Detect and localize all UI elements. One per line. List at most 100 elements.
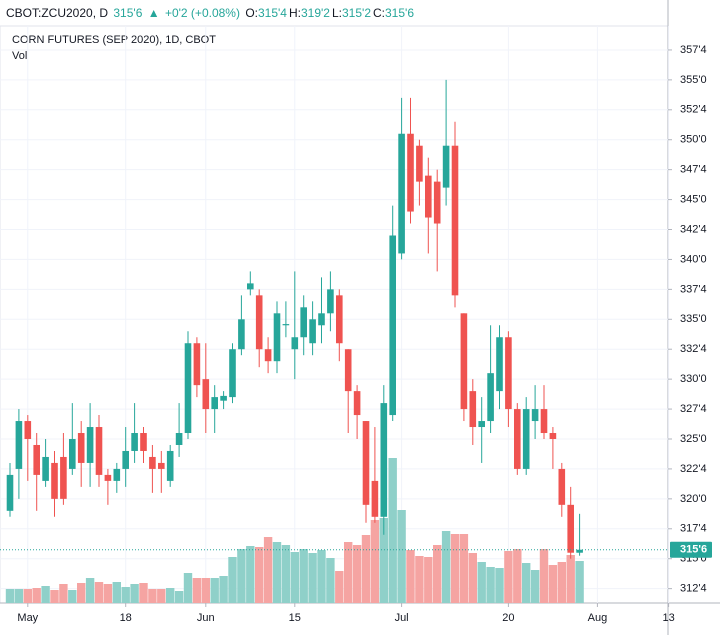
candle-body bbox=[318, 313, 325, 326]
x-tick-label: 13 bbox=[662, 612, 674, 624]
candle-body bbox=[149, 456, 156, 469]
candle-body bbox=[291, 337, 299, 350]
chart-title: CORN FUTURES (SEP 2020), 1D, CBOT bbox=[12, 34, 216, 46]
volume-bar bbox=[148, 589, 157, 603]
candle-body bbox=[433, 181, 441, 224]
change: +0'2 (+0.08%) bbox=[164, 6, 240, 20]
candle-body bbox=[496, 337, 503, 392]
volume-bar bbox=[5, 589, 15, 603]
candle-body bbox=[309, 319, 316, 344]
ohlc-value: 315'2 bbox=[342, 6, 371, 20]
volume-bar bbox=[486, 567, 495, 603]
volume-bar bbox=[174, 591, 184, 603]
candle-body bbox=[576, 549, 583, 553]
candle-body bbox=[24, 421, 32, 439]
ohlc-label: H: bbox=[288, 6, 301, 20]
x-tick-label: Jun bbox=[197, 612, 215, 624]
volume-layer bbox=[5, 458, 584, 603]
candle-body bbox=[15, 421, 23, 469]
candle-body bbox=[247, 283, 254, 290]
last-price-tag bbox=[670, 541, 712, 558]
volume-bar bbox=[566, 555, 575, 603]
volume-bar bbox=[263, 537, 273, 603]
y-tick-label: 322'4 bbox=[680, 463, 707, 475]
y-tick-label: 347'4 bbox=[680, 164, 707, 176]
volume-bar bbox=[219, 576, 228, 603]
volume-bar bbox=[424, 557, 433, 603]
ohlc: O:315'4 H:319'2 L:315'2 C:315'6 bbox=[245, 6, 416, 20]
candle-body bbox=[238, 319, 245, 350]
volume-bar bbox=[14, 589, 24, 603]
candle-body bbox=[469, 391, 477, 428]
candle-body bbox=[558, 468, 566, 505]
volume-bar bbox=[415, 556, 424, 603]
candle-body bbox=[531, 409, 539, 422]
volume-bar bbox=[41, 586, 50, 603]
y-tick-label: 332'4 bbox=[680, 343, 707, 355]
candle-body bbox=[371, 480, 379, 517]
volume-label: Vol bbox=[12, 50, 27, 62]
candle-body bbox=[51, 462, 58, 499]
volume-bar bbox=[77, 583, 86, 603]
y-tick-label: 352'4 bbox=[680, 104, 707, 116]
volume-bar bbox=[50, 590, 59, 603]
y-tick-label: 340'0 bbox=[680, 253, 707, 265]
candle-body bbox=[442, 145, 450, 188]
volume-bar bbox=[157, 589, 166, 603]
volume-bar bbox=[495, 568, 504, 603]
y-tick-label: 312'4 bbox=[680, 583, 707, 595]
candle-body bbox=[202, 379, 210, 410]
volume-bar bbox=[210, 578, 219, 603]
y-tick-label: 357'4 bbox=[680, 44, 707, 56]
candle-body bbox=[69, 438, 76, 469]
volume-bar bbox=[192, 578, 202, 603]
volume-bar bbox=[59, 584, 68, 603]
volume-bar bbox=[575, 561, 584, 603]
candle-body bbox=[113, 468, 121, 481]
candle-body bbox=[336, 295, 343, 344]
candle-body bbox=[344, 349, 352, 392]
candle-body bbox=[95, 427, 103, 475]
candle-body bbox=[122, 450, 129, 469]
volume-bar bbox=[397, 510, 406, 603]
volume-bar bbox=[139, 583, 148, 603]
y-tick-label: 345'0 bbox=[680, 193, 707, 205]
y-tick-label: 337'4 bbox=[680, 283, 707, 295]
y-tick-label: 320'0 bbox=[680, 493, 707, 505]
ohlc-value: 315'6 bbox=[385, 6, 414, 20]
volume-bar bbox=[237, 549, 246, 603]
candle-body bbox=[33, 444, 40, 475]
candle-body bbox=[42, 456, 49, 481]
candle-body bbox=[514, 409, 521, 469]
volume-bar bbox=[32, 588, 41, 603]
candle-body bbox=[549, 433, 557, 439]
candle-body bbox=[478, 421, 485, 428]
volume-bar bbox=[513, 549, 522, 603]
volume-bar bbox=[370, 520, 380, 603]
volume-bar bbox=[450, 534, 460, 603]
volume-bar bbox=[317, 550, 326, 603]
volume-bar bbox=[201, 578, 210, 603]
candle-body bbox=[273, 313, 281, 362]
y-tick-label: 355'0 bbox=[680, 74, 707, 86]
candle-body bbox=[166, 450, 174, 481]
candle-body bbox=[60, 456, 67, 499]
candle-body bbox=[175, 433, 183, 445]
volume-bar bbox=[103, 584, 113, 603]
candle-body bbox=[193, 343, 201, 386]
candle-body bbox=[327, 289, 334, 314]
volume-bar bbox=[308, 553, 317, 603]
volume-bar bbox=[112, 582, 121, 603]
volume-bar bbox=[504, 551, 513, 603]
volume-bar bbox=[433, 545, 442, 603]
volume-bar bbox=[361, 535, 371, 603]
candle-body bbox=[460, 313, 468, 410]
volume-bar bbox=[290, 552, 299, 603]
y-tick-label: 317'4 bbox=[680, 523, 707, 535]
x-tick-label: 18 bbox=[120, 612, 132, 624]
volume-bar bbox=[94, 582, 104, 603]
x-tick-label: 15 bbox=[289, 612, 301, 624]
volume-bar bbox=[468, 553, 477, 603]
candle-body bbox=[104, 474, 112, 481]
